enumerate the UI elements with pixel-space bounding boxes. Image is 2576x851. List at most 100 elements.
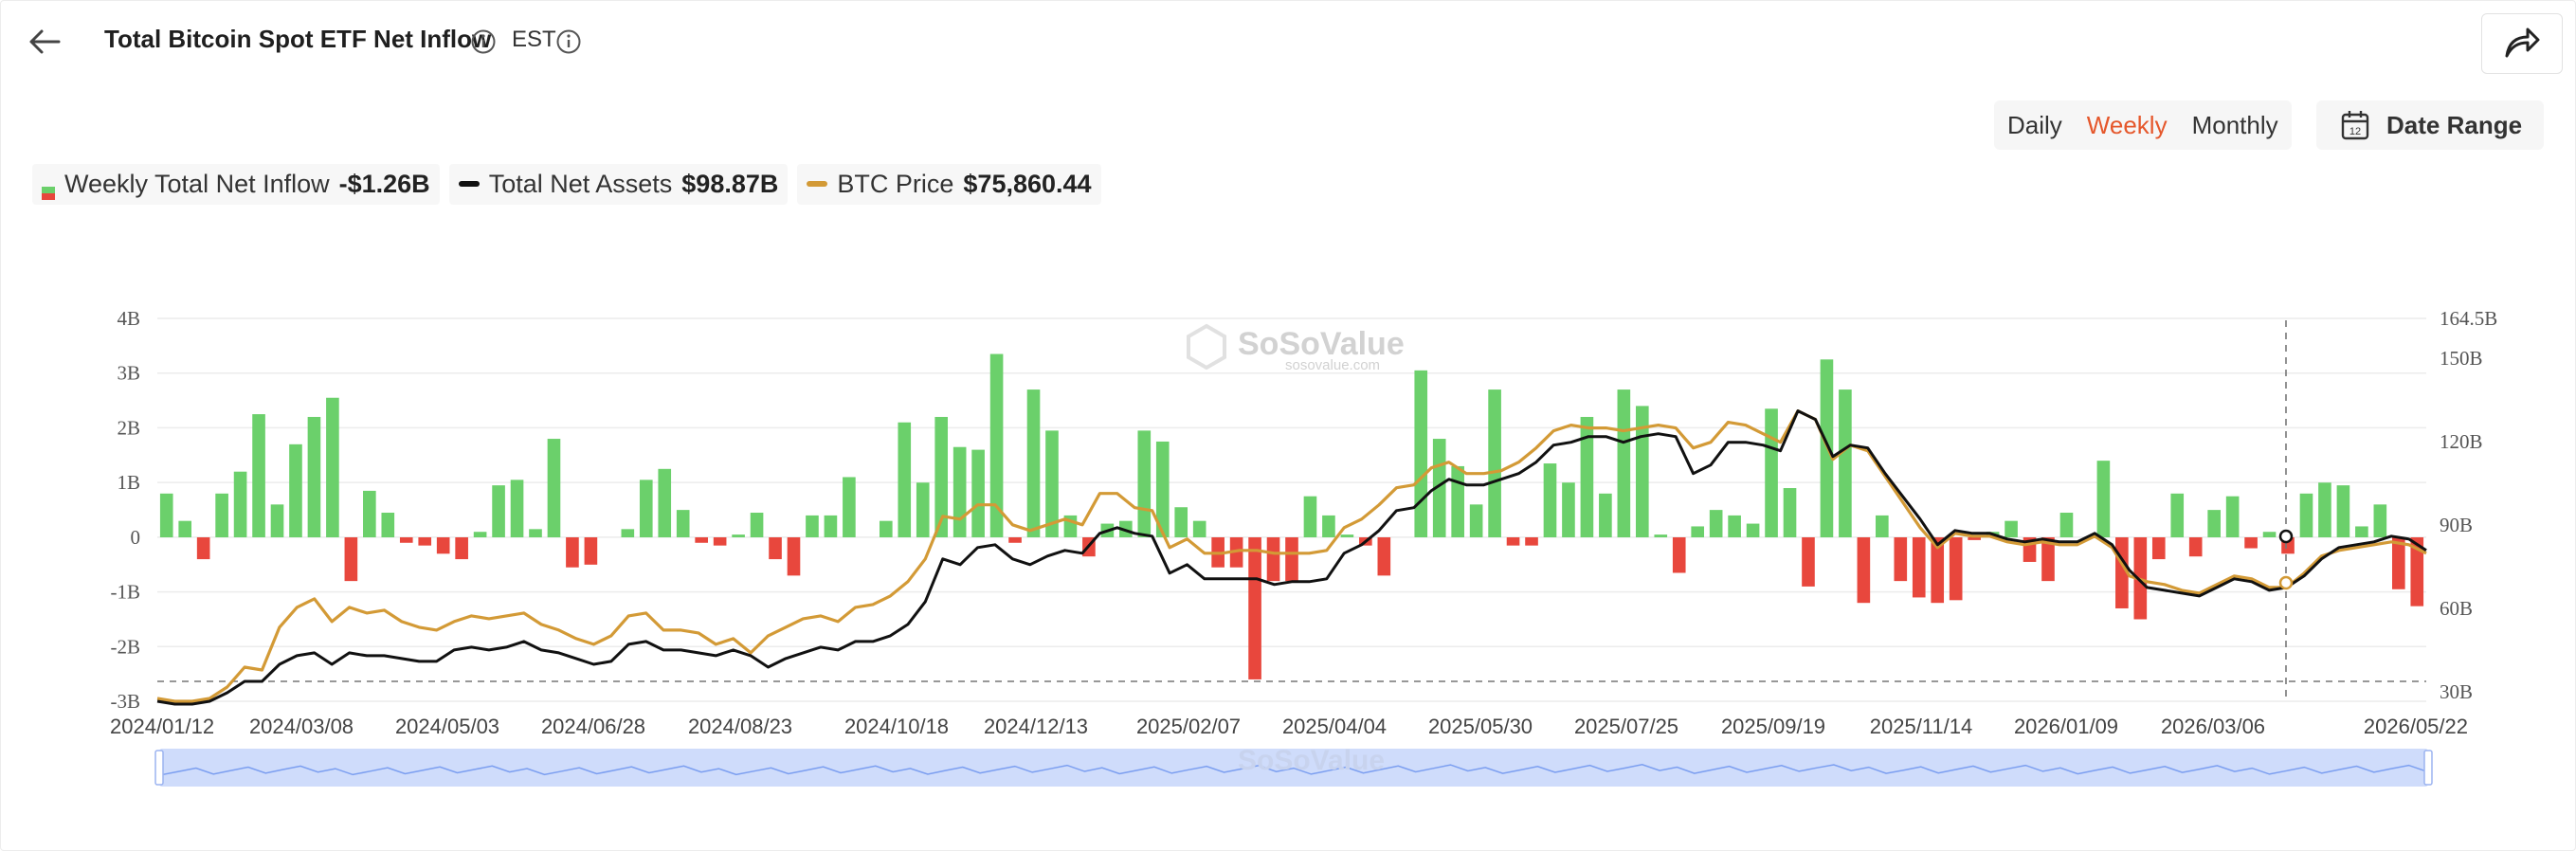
- bar: [270, 504, 284, 537]
- x-tick-label: 2024/05/03: [395, 715, 499, 738]
- x-tick-label: 2025/04/04: [1282, 715, 1387, 738]
- y-right-tick-label: 90B: [2440, 514, 2473, 536]
- legend-inflow-value: -$1.26B: [338, 169, 430, 198]
- bar: [1248, 537, 1261, 679]
- x-tick-label: 2024/01/12: [110, 715, 214, 738]
- bar: [1635, 406, 1649, 537]
- bar: [1322, 515, 1335, 537]
- bar: [1045, 430, 1059, 537]
- bar: [2244, 537, 2258, 549]
- bar: [1709, 510, 1723, 537]
- tab-daily[interactable]: Daily: [2007, 110, 2062, 139]
- bar: [1008, 537, 1022, 543]
- bar: [1303, 496, 1317, 537]
- legend-inflow[interactable]: Weekly Total Net Inflow -$1.26B: [32, 163, 440, 205]
- bar: [418, 537, 432, 546]
- legend-swatch-assets: [458, 181, 480, 187]
- x-tick-label: 2026/03/06: [2161, 715, 2265, 738]
- bar: [1876, 515, 1889, 537]
- bar: [1857, 537, 1871, 604]
- watermark-domain: sosovalue.com: [1285, 357, 1380, 373]
- legend-price-value: $75,860.44: [963, 169, 1092, 198]
- navigator-handle-left[interactable]: [154, 750, 164, 786]
- bar: [824, 515, 838, 537]
- tab-monthly[interactable]: Monthly: [2191, 110, 2278, 139]
- share-button[interactable]: [2481, 13, 2563, 74]
- bar: [1174, 507, 1188, 537]
- legend-price-label: BTC Price: [837, 169, 954, 198]
- y-left-tick-label: -3B: [111, 690, 141, 713]
- y-right-tick-label: 30B: [2440, 680, 2473, 703]
- bar: [916, 482, 930, 537]
- arrow-left-icon[interactable]: [25, 21, 66, 63]
- bar: [1469, 504, 1483, 537]
- x-tick-label: 2024/03/08: [249, 715, 354, 738]
- bar: [2096, 461, 2111, 537]
- bar: [1949, 537, 1963, 601]
- bar: [399, 537, 413, 543]
- navigator-watermark: SoSoValue: [1238, 745, 1385, 776]
- y-right-tick-label: 164.5B: [2440, 307, 2497, 330]
- x-tick-label: 2025/07/25: [1574, 715, 1678, 738]
- y-right-tick-label: 60B: [2440, 597, 2473, 620]
- bar: [989, 353, 1004, 537]
- watermark-brand: SoSoValue: [1238, 326, 1405, 362]
- info-icon[interactable]: [555, 28, 582, 55]
- y-left-tick-label: 3B: [117, 362, 140, 385]
- page-title: Total Bitcoin Spot ETF Net Inflow: [104, 25, 492, 53]
- legend-assets[interactable]: Total Net Assets $98.87B: [448, 163, 789, 205]
- bar: [473, 532, 487, 537]
- bar: [1617, 389, 1631, 537]
- bar: [566, 537, 579, 568]
- legend-swatch-price: [807, 181, 828, 187]
- bar: [676, 510, 690, 537]
- date-range-button[interactable]: 12 Date Range: [2316, 100, 2544, 150]
- timezone-label: EST: [512, 27, 556, 52]
- bar: [1580, 416, 1594, 537]
- bar: [2005, 520, 2018, 537]
- share-arrow-icon: [2505, 27, 2540, 58]
- bar: [1912, 537, 1926, 598]
- bar: [750, 513, 764, 537]
- bar: [584, 537, 598, 565]
- bar: [159, 493, 173, 537]
- bar: [843, 477, 856, 537]
- info-icon[interactable]: [470, 28, 497, 55]
- y-left-tick-label: 4B: [117, 307, 140, 330]
- watermark-logo: [1187, 323, 1226, 371]
- bar: [1506, 537, 1520, 546]
- bar: [1340, 534, 1354, 537]
- legend-price[interactable]: BTC Price $75,860.44: [797, 163, 1101, 205]
- bar: [1414, 370, 1428, 537]
- bar: [1377, 537, 1391, 576]
- bar: [510, 480, 524, 537]
- navigator-series: [160, 764, 2427, 776]
- bar: [2391, 537, 2405, 589]
- bar: [713, 537, 727, 546]
- bar: [529, 529, 542, 537]
- legend-assets-label: Total Net Assets: [488, 169, 673, 198]
- tab-weekly[interactable]: Weekly: [2086, 110, 2168, 139]
- bar: [547, 439, 561, 537]
- bar: [787, 537, 801, 576]
- bar: [2225, 496, 2240, 537]
- navigator-handle-right[interactable]: [2423, 750, 2433, 786]
- bar: [2373, 504, 2387, 537]
- x-tick-label: 2024/10/18: [844, 715, 949, 738]
- bar: [1765, 408, 1778, 537]
- y-left-tick-label: 0: [131, 526, 141, 549]
- legend-swatch-inflow: [42, 177, 55, 200]
- bar: [1931, 537, 1945, 604]
- bar: [2336, 485, 2350, 537]
- bar: [2059, 513, 2074, 537]
- bar: [455, 537, 468, 560]
- date-range-label: Date Range: [2386, 110, 2523, 139]
- y-right-tick-label: 150B: [2440, 347, 2483, 370]
- bar: [2262, 532, 2277, 537]
- watermark: [1187, 323, 1226, 371]
- bar: [289, 444, 302, 537]
- series-btc-price: [156, 409, 2427, 703]
- bar: [492, 485, 505, 537]
- bar: [1451, 465, 1464, 537]
- bar: [1562, 482, 1575, 537]
